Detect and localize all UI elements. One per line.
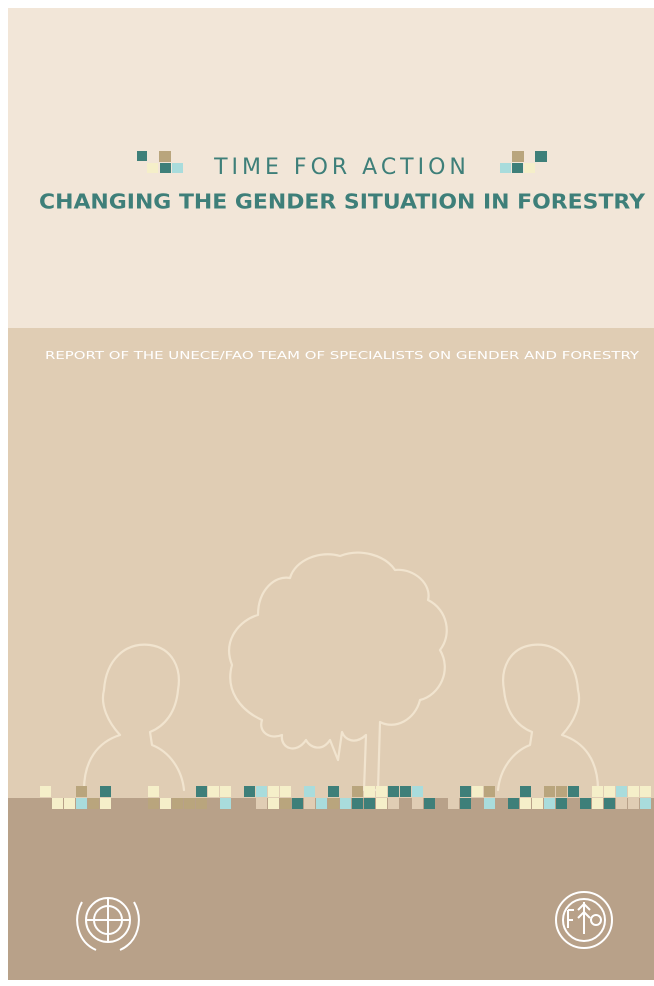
square — [412, 786, 423, 797]
bottom-band — [8, 798, 654, 980]
square — [256, 786, 267, 797]
square — [580, 798, 591, 809]
square — [100, 786, 111, 797]
square — [268, 798, 279, 809]
square — [364, 786, 375, 797]
square — [268, 786, 279, 797]
square — [460, 798, 471, 809]
square — [400, 786, 411, 797]
square — [460, 786, 471, 797]
square — [364, 798, 375, 809]
square — [196, 798, 207, 809]
square — [280, 786, 291, 797]
square — [592, 786, 603, 797]
square — [40, 786, 51, 797]
square — [424, 798, 435, 809]
square — [304, 798, 315, 809]
square — [544, 798, 555, 809]
square — [628, 798, 639, 809]
square — [352, 786, 363, 797]
square — [520, 798, 531, 809]
square — [604, 798, 615, 809]
square — [388, 798, 399, 809]
square — [340, 798, 351, 809]
square — [220, 786, 231, 797]
square — [52, 798, 63, 809]
subtitle: REPORT OF THE UNECE/FAO TEAM OF SPECIALI… — [45, 349, 639, 362]
square — [376, 798, 387, 809]
square — [604, 786, 615, 797]
square — [100, 798, 111, 809]
square — [628, 786, 639, 797]
square — [244, 786, 255, 797]
square — [184, 798, 195, 809]
square — [136, 786, 147, 797]
square — [352, 798, 363, 809]
square — [64, 798, 75, 809]
square — [256, 798, 267, 809]
square — [616, 798, 627, 809]
square — [532, 798, 543, 809]
title: CHANGING THE GENDER SITUATION IN FORESTR… — [39, 190, 646, 214]
square — [568, 786, 579, 797]
square — [304, 786, 315, 797]
square — [520, 786, 531, 797]
square — [196, 786, 207, 797]
kicker: TIME FOR ACTION — [213, 155, 470, 180]
square — [592, 798, 603, 809]
square — [76, 798, 87, 809]
square — [388, 786, 399, 797]
square — [160, 798, 171, 809]
page: TIME FOR ACTION CHANGING THE GENDER SITU… — [0, 0, 654, 986]
square — [472, 786, 483, 797]
square — [556, 798, 567, 809]
square — [616, 786, 627, 797]
square — [544, 786, 555, 797]
square — [328, 786, 339, 797]
square — [172, 798, 183, 809]
square — [376, 786, 387, 797]
square — [508, 798, 519, 809]
square — [640, 786, 651, 797]
square — [328, 798, 339, 809]
square — [640, 798, 651, 809]
square — [316, 786, 327, 797]
square — [124, 786, 135, 797]
square — [448, 798, 459, 809]
square — [76, 786, 87, 797]
square — [208, 786, 219, 797]
square — [484, 786, 495, 797]
middle-band — [8, 328, 654, 798]
square — [88, 798, 99, 809]
square — [280, 798, 291, 809]
square — [316, 798, 327, 809]
cover: TIME FOR ACTION CHANGING THE GENDER SITU… — [0, 0, 654, 986]
square — [484, 798, 495, 809]
square — [148, 798, 159, 809]
square — [220, 798, 231, 809]
square — [148, 786, 159, 797]
square — [412, 798, 423, 809]
square — [556, 786, 567, 797]
square — [292, 798, 303, 809]
